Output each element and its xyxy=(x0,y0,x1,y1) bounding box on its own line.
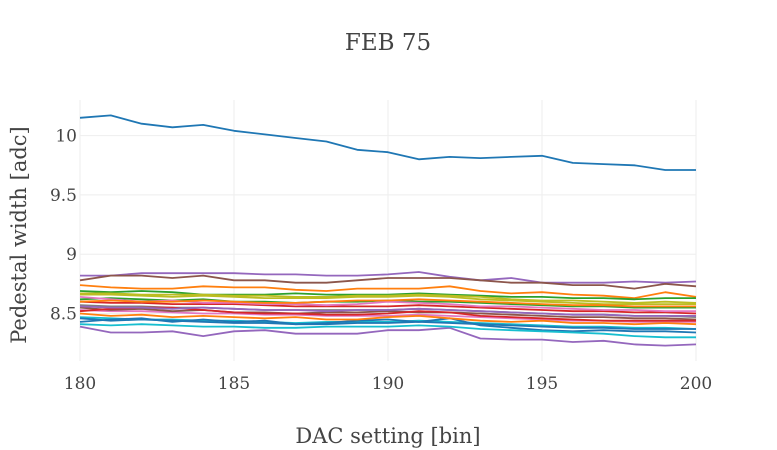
series-line-5 xyxy=(79,290,696,301)
axis-ticks: 180 185 190 195 200 8.5 9 9.5 10 xyxy=(50,127,712,394)
x-tick-label: 185 xyxy=(218,374,250,394)
y-tick-label: 9.5 xyxy=(50,186,77,206)
series-line-17 xyxy=(79,323,696,339)
x-tick-label: 180 xyxy=(64,374,96,394)
series-line-15 xyxy=(79,306,697,321)
x-axis-label: DAC setting [bin] xyxy=(295,424,480,448)
series-line-4 xyxy=(79,284,697,300)
plot-area xyxy=(79,114,697,347)
y-tick-label: 8.5 xyxy=(50,305,77,325)
y-tick-label: 9 xyxy=(66,245,77,265)
series-line-1 xyxy=(79,114,696,171)
x-tick-label: 195 xyxy=(526,374,558,394)
y-axis-label: Pedestal width [adc] xyxy=(7,126,31,344)
series-line-22 xyxy=(79,305,696,317)
series-line-16 xyxy=(80,292,697,304)
y-tick-label: 10 xyxy=(55,127,77,147)
series-line-21 xyxy=(79,298,696,308)
series-line-13 xyxy=(79,312,697,326)
x-tick-label: 200 xyxy=(680,374,712,394)
series-line-8 xyxy=(79,316,697,330)
chart-title: FEB 75 xyxy=(345,30,431,56)
series-line-11 xyxy=(79,325,697,347)
series-line-20 xyxy=(79,317,696,330)
series-line-6 xyxy=(80,293,696,306)
series-line-7 xyxy=(79,300,697,315)
x-tick-label: 190 xyxy=(372,374,404,394)
series-line-3 xyxy=(79,274,697,290)
series-line-2 xyxy=(80,271,697,284)
